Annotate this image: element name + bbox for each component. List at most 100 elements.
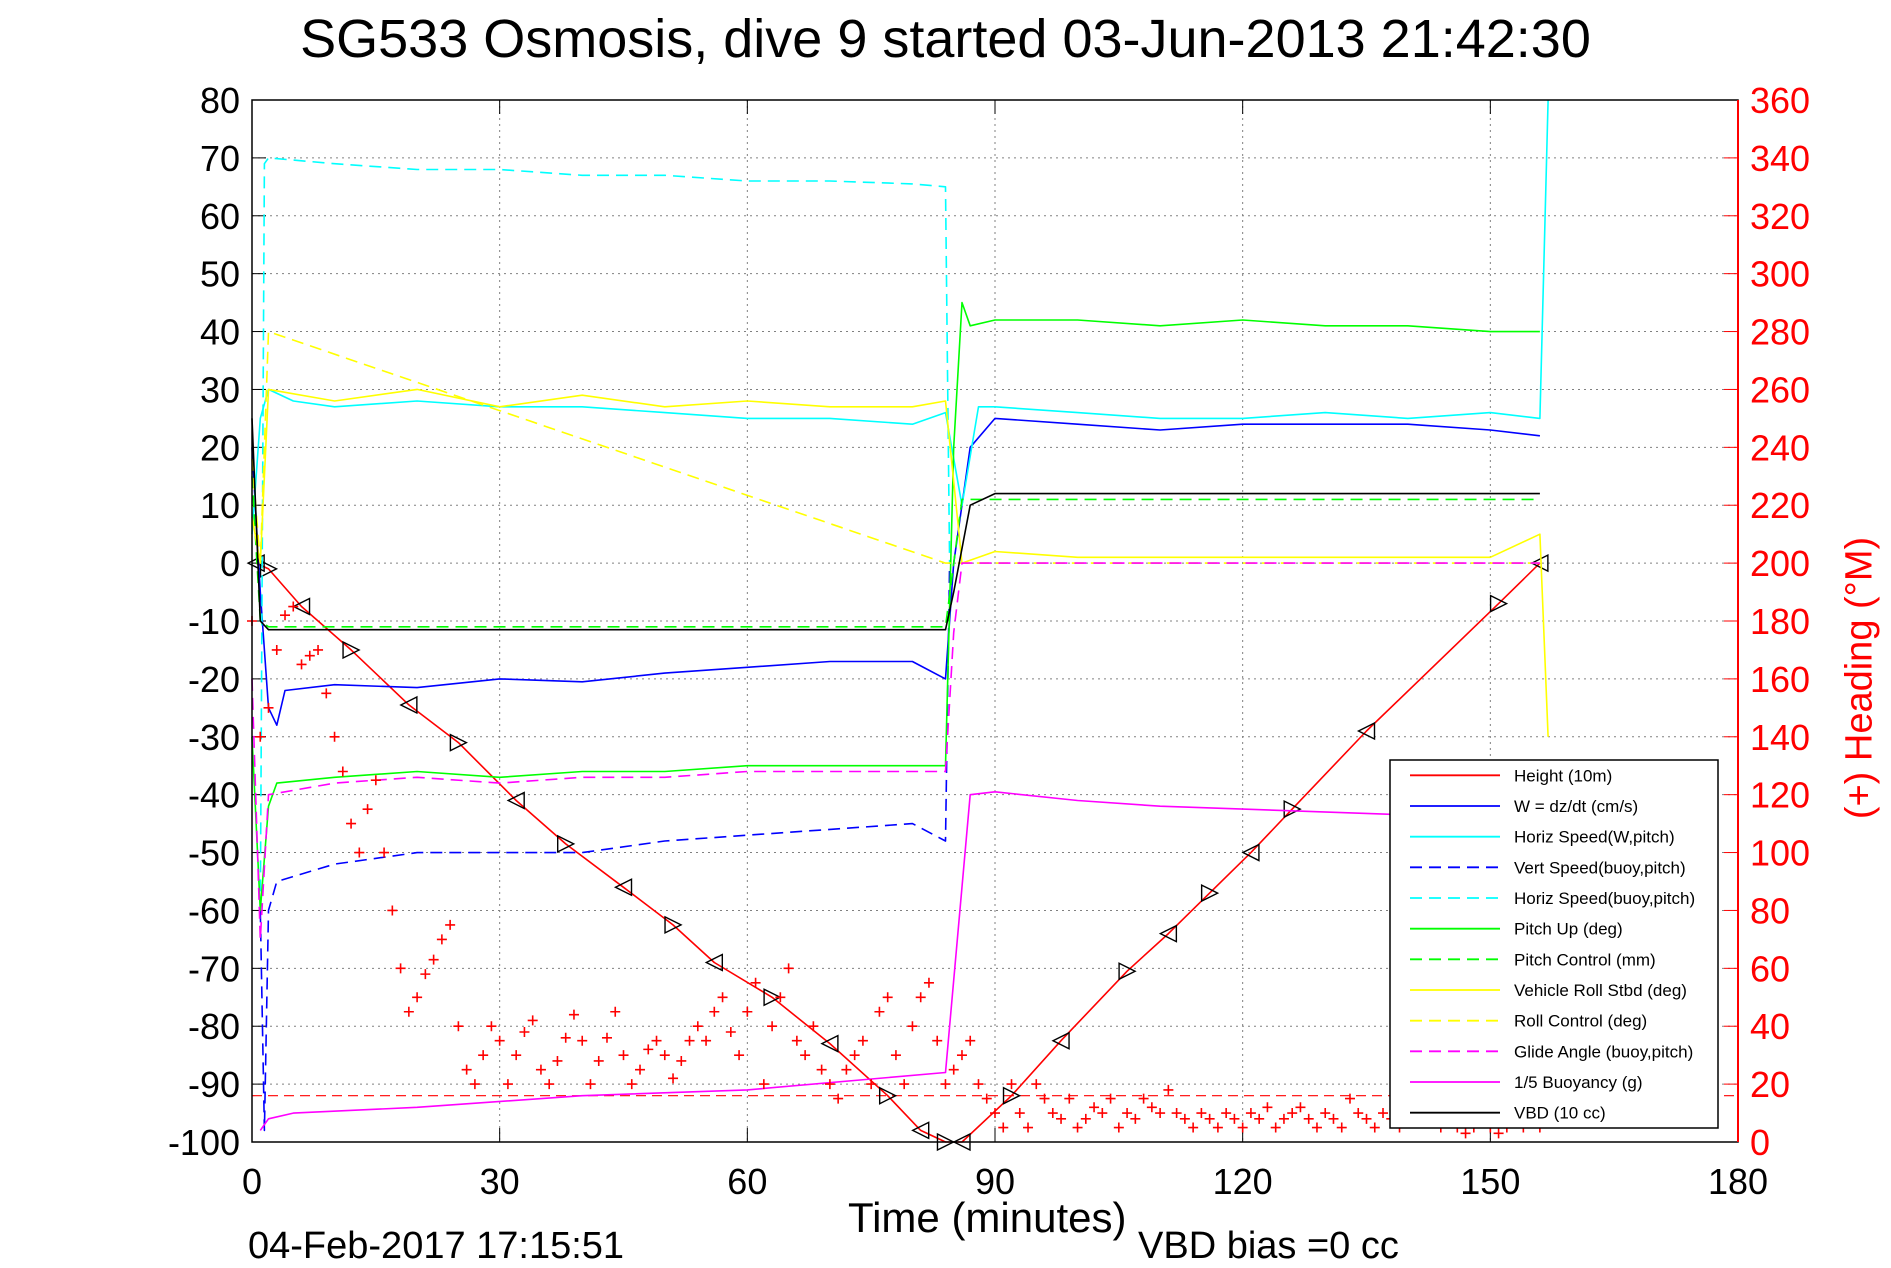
heading-point (1369, 1122, 1380, 1133)
heading-point (288, 601, 299, 612)
y2-tick-label: 320 (1750, 196, 1810, 237)
heading-point (923, 977, 934, 988)
heading-point (362, 804, 373, 815)
heading-point (1254, 1113, 1265, 1124)
y2-tick-label: 180 (1750, 601, 1810, 642)
heading-point (420, 969, 431, 980)
heading-point (461, 1064, 472, 1075)
heading-point (1047, 1108, 1058, 1119)
heading-point (990, 1108, 1000, 1119)
y-tick-label: 70 (200, 138, 240, 179)
heading-point (676, 1055, 687, 1066)
heading-point (915, 992, 926, 1003)
y2-tick-label: 20 (1750, 1064, 1790, 1105)
heading-point (395, 963, 406, 974)
height-marker (1530, 553, 1549, 573)
x-tick-label: 30 (480, 1161, 520, 1202)
heading-point (1361, 1113, 1372, 1124)
y-tick-label: -40 (188, 775, 240, 816)
heading-point (775, 992, 786, 1003)
heading-point (956, 1050, 967, 1061)
heading-point (1378, 1108, 1389, 1119)
heading-point (1097, 1108, 1108, 1119)
height-marker (911, 1121, 930, 1140)
y-tick-label: -60 (188, 890, 240, 931)
y2-tick-label: 120 (1750, 775, 1810, 816)
legend-label: 1/5 Buoyancy (g) (1514, 1073, 1643, 1092)
heading-point (263, 702, 274, 713)
y-tick-label: -70 (188, 948, 240, 989)
heading-point (725, 1027, 736, 1038)
heading-point (321, 688, 332, 699)
heading-point (808, 1021, 819, 1032)
heading-point (1262, 1102, 1273, 1113)
heading-point (659, 1050, 670, 1061)
heading-point (568, 1009, 579, 1020)
heading-point (618, 1050, 629, 1061)
heading-point (1460, 1128, 1471, 1139)
heading-point (940, 1079, 951, 1090)
y2-tick-label: 140 (1750, 717, 1810, 758)
heading-point (379, 847, 390, 858)
heading-point (800, 1050, 811, 1061)
legend-label: Horiz Speed(W,pitch) (1514, 828, 1675, 847)
heading-point (593, 1055, 604, 1066)
heading-point (1245, 1108, 1256, 1119)
y-tick-label: 0 (220, 543, 240, 584)
height-marker (1283, 800, 1302, 819)
heading-point (304, 650, 315, 661)
heading-point (370, 775, 381, 786)
y-tick-label: 20 (200, 427, 240, 468)
heading-point (1163, 1084, 1174, 1095)
heading-point (1089, 1102, 1100, 1113)
legend-label: Horiz Speed(buoy,pitch) (1514, 889, 1695, 908)
legend-label: Glide Angle (buoy,pitch) (1514, 1042, 1693, 1061)
heading-point (544, 1079, 555, 1090)
heading-point (610, 1006, 621, 1017)
y-tick-label: 60 (200, 196, 240, 237)
height-marker (506, 791, 525, 810)
y-tick-label: -50 (188, 833, 240, 874)
heading-point (684, 1035, 695, 1046)
heading-point (1122, 1108, 1133, 1119)
x-axis-label: Time (minutes) (848, 1194, 1127, 1241)
legend-label: Height (10m) (1514, 766, 1612, 785)
heading-point (601, 1032, 612, 1043)
heading-point (1344, 1093, 1355, 1104)
heading-point (709, 1006, 720, 1017)
heading-point (469, 1079, 480, 1090)
legend-label: W = dz/dt (cm/s) (1514, 797, 1638, 816)
series-vbd-10-cc (251, 418, 1540, 631)
y2-tick-label: 240 (1750, 427, 1810, 468)
heading-point (973, 1079, 984, 1090)
height-marker (557, 834, 576, 854)
heading-point (1113, 1122, 1124, 1133)
heading-point (511, 1050, 522, 1061)
y-tick-label: 30 (200, 369, 240, 410)
heading-point (577, 1035, 588, 1046)
heading-point (1212, 1122, 1223, 1133)
heading-point (1171, 1108, 1182, 1119)
heading-point (849, 1050, 860, 1061)
height-marker (1158, 924, 1178, 943)
heading-point (1105, 1093, 1116, 1104)
series-pitch-up-deg (251, 301, 1540, 912)
heading-point (271, 644, 282, 655)
y2-tick-label: 160 (1750, 659, 1810, 700)
heading-point (1353, 1108, 1364, 1119)
height-marker (291, 597, 311, 616)
heading-point (1179, 1113, 1190, 1124)
series-horiz-speed-w-pitch (251, 99, 1549, 535)
heading-point (552, 1055, 563, 1066)
legend-box (1389, 759, 1719, 1129)
heading-point (1204, 1113, 1215, 1124)
height-marker (1356, 721, 1376, 741)
heading-point (1229, 1113, 1240, 1124)
heading-point (346, 818, 357, 829)
y-tick-label: 40 (200, 312, 240, 353)
x-tick-label: 90 (975, 1161, 1015, 1202)
y2-tick-label: 300 (1750, 254, 1810, 295)
y-tick-label: 10 (200, 485, 240, 526)
heading-point (445, 919, 456, 930)
heading-point (750, 977, 761, 988)
